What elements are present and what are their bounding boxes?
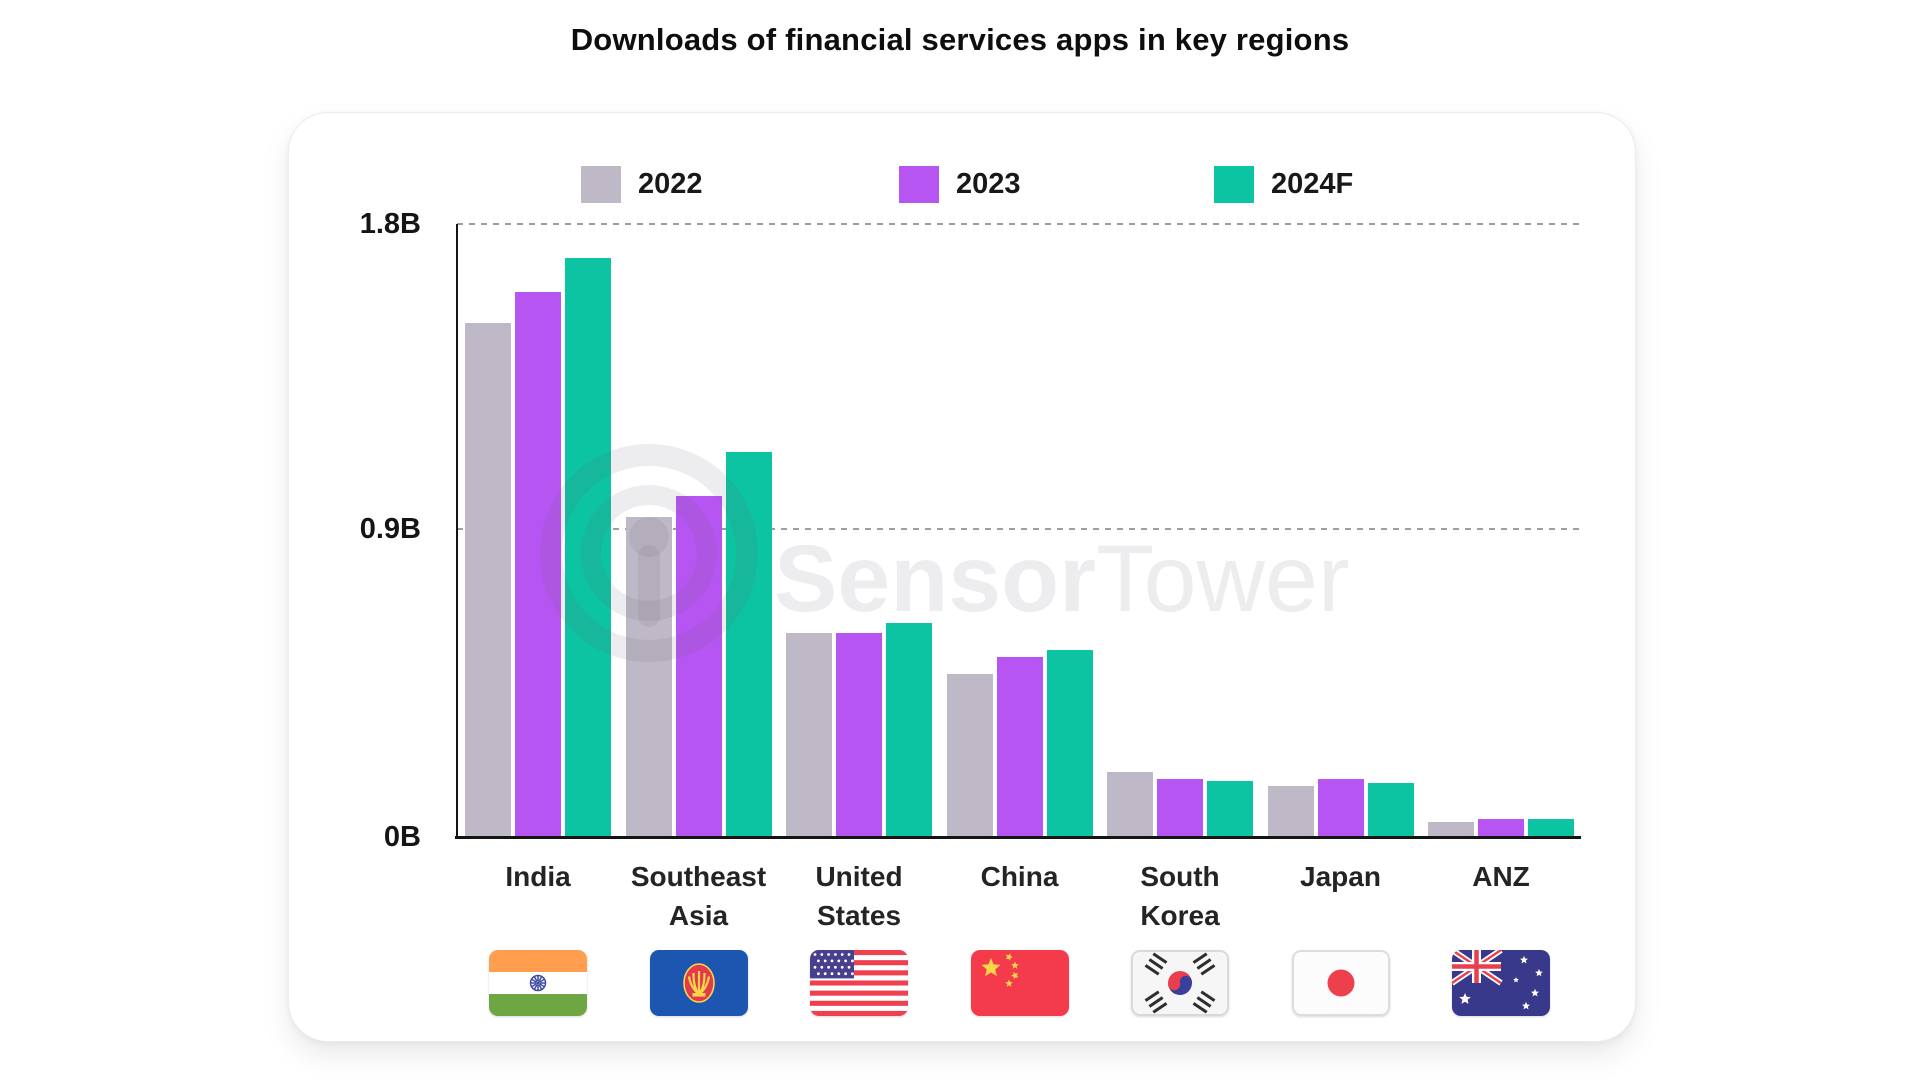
bar-china-2024f [1046, 649, 1093, 837]
bar-japan-2024f [1367, 782, 1414, 837]
asean-flag-icon [649, 950, 748, 1016]
legend-swatch-2023 [899, 166, 939, 203]
bar-anz-2022 [1428, 821, 1474, 837]
bar-india-2022 [465, 322, 511, 837]
bar-anz-2023 [1478, 819, 1524, 837]
legend-item-2022: 2022 [581, 166, 703, 203]
united-states-flag-icon [810, 950, 908, 1016]
legend-swatch-2022 [581, 166, 621, 203]
chart-card: 2022 2023 2024F 1.8B 0.9B 0B [288, 112, 1636, 1042]
ytick-0-9b: 0.9B [359, 513, 421, 545]
china-flag-icon [970, 950, 1069, 1016]
bar-group-united-states [786, 622, 932, 837]
legend-swatch-2024f [1214, 166, 1254, 203]
bar-china-2022 [946, 673, 993, 837]
category-label-united-states: United States [815, 861, 903, 931]
bar-united-states-2023 [836, 632, 882, 837]
legend-item-2024f: 2024F [1214, 166, 1353, 203]
bar-china-2023 [996, 656, 1043, 837]
bar-group-japan [1267, 779, 1414, 837]
bar-south-korea-2023 [1157, 779, 1203, 837]
bar-japan-2022 [1267, 785, 1314, 837]
bar-group-china [946, 649, 1093, 837]
ytick-0b: 0B [383, 821, 421, 853]
bar-india-2024f [565, 258, 611, 837]
gridline-1-8b [457, 223, 1581, 225]
australia-flag-icon [1452, 950, 1550, 1016]
category-label-south-korea: South Korea [1140, 861, 1220, 931]
legend-label: 2024F [1271, 168, 1354, 200]
legend-label: 2022 [638, 168, 703, 200]
bar-southeast-asia-2022 [625, 516, 672, 837]
bar-group-south-korea [1107, 772, 1253, 837]
bar-southeast-asia-2024f [725, 452, 772, 837]
bar-south-korea-2024f [1207, 780, 1253, 837]
gridline-0-9b [457, 528, 1581, 530]
japan-flag-icon [1291, 950, 1390, 1016]
category-label-anz: ANZ [1472, 861, 1530, 892]
x-axis-line [455, 836, 1581, 839]
bar-group-india [465, 258, 611, 837]
bar-south-korea-2022 [1107, 772, 1153, 837]
bar-japan-2023 [1317, 779, 1364, 837]
legend-item-2023: 2023 [899, 166, 1021, 203]
category-label-southeast-asia: Southeast Asia [630, 861, 767, 931]
bar-southeast-asia-2023 [675, 496, 722, 837]
bar-plot-area [457, 224, 1581, 837]
south-korea-flag-icon [1131, 950, 1229, 1016]
bar-united-states-2022 [786, 632, 832, 837]
bar-group-southeast-asia [625, 452, 772, 837]
bar-united-states-2024f [886, 622, 932, 837]
bar-anz-2024f [1528, 819, 1574, 837]
y-axis-line [456, 224, 458, 837]
bar-india-2023 [515, 292, 561, 837]
ytick-1-8b: 1.8B [359, 208, 421, 240]
category-label-japan: Japan [1300, 861, 1381, 892]
category-label-china: China [980, 861, 1059, 892]
category-label-india: India [505, 861, 571, 892]
chart-title: Downloads of financial services apps in … [570, 22, 1350, 57]
legend-label: 2023 [956, 168, 1021, 200]
india-flag-icon [489, 950, 587, 1016]
bar-group-anz [1428, 819, 1574, 837]
